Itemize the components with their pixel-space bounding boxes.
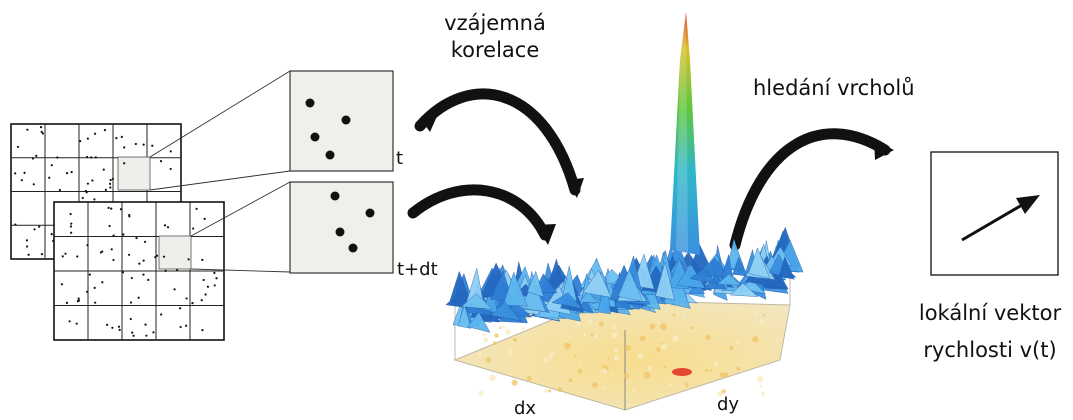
interrogation-window-t	[117, 156, 151, 191]
correlation-surface	[445, 226, 804, 333]
zoom-lines	[149, 70, 291, 273]
arrow-peak-search	[729, 128, 894, 251]
frame-t-dt-label: t+dt	[397, 259, 438, 280]
arrow-correlation-bottom	[407, 184, 556, 245]
axis-dy-label: dy	[717, 394, 740, 415]
enlarged-window-t	[289, 70, 394, 172]
velocity-vector-box	[930, 151, 1059, 276]
particles-t-dt	[60, 206, 218, 337]
local-velocity-vector-label: lokální vektor rychlosti v(t)	[918, 301, 1062, 362]
correlation-plane	[445, 12, 804, 411]
velocity-arrow-icon	[961, 203, 1023, 242]
peak-search-label: hledání vrcholů	[753, 76, 915, 100]
interrogation-window-t-dt	[158, 235, 192, 270]
peak-marker	[672, 368, 692, 376]
interrogation-grid-t-dt	[54, 202, 224, 340]
axis-dx-label: dx	[514, 398, 537, 419]
frame-t-label: t	[396, 148, 404, 169]
correlation-peak	[670, 12, 700, 255]
enlarged-window-t-dt	[289, 181, 394, 274]
cross-correlation-label: vzájemná korelace	[444, 11, 546, 62]
image-frame-t-dt	[53, 201, 225, 341]
arrow-correlation-top	[414, 88, 584, 198]
particles-t	[14, 126, 172, 256]
